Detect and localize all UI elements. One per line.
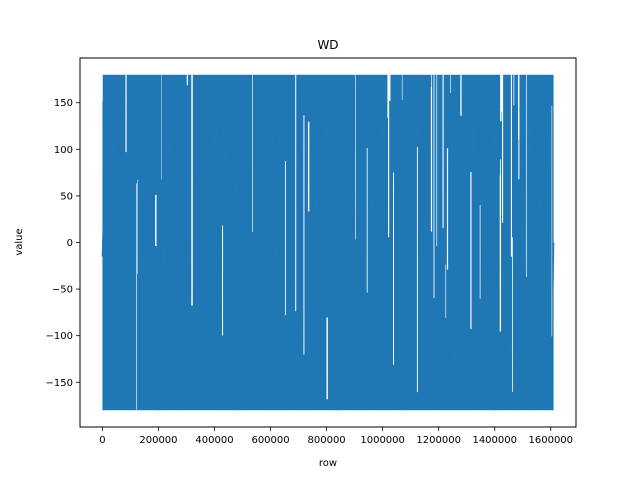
x-axis: 0 200000 400000 600000 800000 1000000 1200000 1… bbox=[99, 427, 573, 446]
series-layer bbox=[101, 74, 555, 411]
x-tick-label: 800000 bbox=[308, 435, 346, 446]
y-tick-label: 150 bbox=[54, 98, 73, 109]
x-tick-label: 0 bbox=[99, 435, 105, 446]
y-axis-label: value bbox=[14, 228, 25, 255]
x-axis-label: row bbox=[319, 458, 337, 469]
x-tick-label: 600000 bbox=[251, 435, 289, 446]
x-tick-label: 1200000 bbox=[416, 435, 461, 446]
x-tick-label: 200000 bbox=[139, 435, 177, 446]
y-tick-label: −50 bbox=[52, 285, 73, 296]
y-tick-label: −150 bbox=[46, 378, 73, 389]
y-tick-label: 50 bbox=[60, 191, 73, 202]
x-tick-label: 1000000 bbox=[360, 435, 405, 446]
y-tick-label: 0 bbox=[67, 238, 73, 249]
y-tick-label: −100 bbox=[46, 331, 73, 342]
series-line-0 bbox=[101, 74, 555, 411]
x-tick-label: 1400000 bbox=[472, 435, 517, 446]
y-axis: −150 −100 −50 0 50 100 150 bbox=[46, 98, 80, 389]
x-tick-label: 400000 bbox=[195, 435, 233, 446]
x-tick-label: 1600000 bbox=[529, 435, 574, 446]
chart-title: WD bbox=[317, 38, 338, 52]
y-tick-label: 100 bbox=[54, 145, 73, 156]
